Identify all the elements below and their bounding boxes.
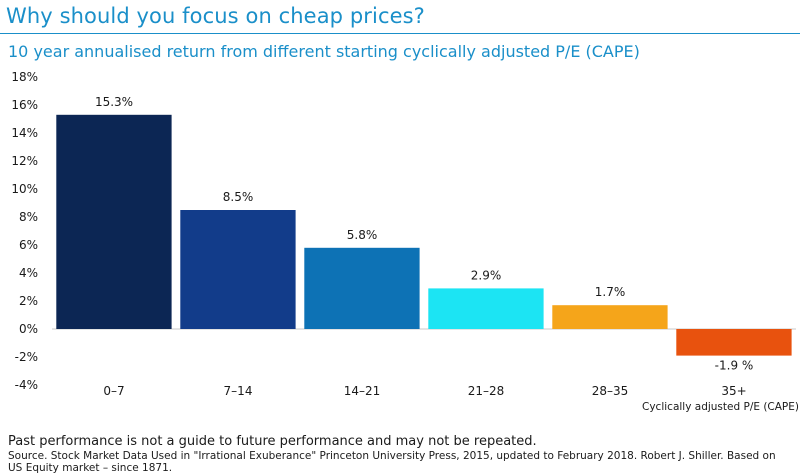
y-tick-label: 8% bbox=[19, 210, 38, 224]
y-tick-label: 4% bbox=[19, 266, 38, 280]
disclaimer-note: Past performance is not a guide to futur… bbox=[8, 434, 537, 449]
x-axis-label: Cyclically adjusted P/E (CAPE) bbox=[642, 401, 799, 413]
data-label: 5.8% bbox=[347, 228, 378, 242]
category-label: 35+ bbox=[721, 384, 746, 398]
bar bbox=[180, 210, 296, 329]
category-label: 7–14 bbox=[224, 384, 253, 398]
y-tick-label: -4% bbox=[15, 378, 38, 392]
y-axis-ticks: -4% -2% 0% 2% 4% 6% 8% 10% 12% 14% 16% 18% bbox=[11, 70, 38, 392]
y-tick-label: 0% bbox=[19, 322, 38, 336]
category-label: 21–28 bbox=[468, 384, 505, 398]
bars bbox=[56, 114, 792, 356]
y-tick-label: 10% bbox=[11, 182, 38, 196]
y-tick-label: 12% bbox=[11, 154, 38, 168]
bar-chart: -4% -2% 0% 2% 4% 6% 8% 10% 12% 14% 16% 18% 15.3% 8.5… bbox=[11, 70, 799, 413]
data-label: 1.7% bbox=[595, 285, 626, 299]
source-note: Source. Stock Market Data Used in "Irrat… bbox=[8, 450, 776, 474]
chart-subtitle: 10 year annualised return from different… bbox=[8, 42, 640, 61]
category-labels: 0–7 7–14 14–21 21–28 28–35 35+ bbox=[103, 384, 746, 398]
bar bbox=[676, 329, 792, 356]
bar bbox=[304, 247, 420, 329]
y-tick-label: -2% bbox=[15, 350, 38, 364]
y-tick-label: 6% bbox=[19, 238, 38, 252]
y-tick-label: 2% bbox=[19, 294, 38, 308]
y-tick-label: 14% bbox=[11, 126, 38, 140]
data-label: -1.9 % bbox=[715, 359, 754, 373]
chart-title: Why should you focus on cheap prices? bbox=[6, 4, 425, 28]
data-label: 15.3% bbox=[95, 95, 133, 109]
category-label: 28–35 bbox=[592, 384, 629, 398]
title-divider bbox=[0, 33, 800, 34]
data-label: 8.5% bbox=[223, 190, 254, 204]
category-label: 14–21 bbox=[344, 384, 381, 398]
category-label: 0–7 bbox=[103, 384, 124, 398]
bar bbox=[428, 288, 544, 329]
value-labels: 15.3% 8.5% 5.8% 2.9% 1.7% -1.9 % bbox=[95, 95, 753, 373]
y-tick-label: 18% bbox=[11, 70, 38, 84]
bar bbox=[56, 114, 172, 329]
data-label: 2.9% bbox=[471, 268, 502, 282]
bar bbox=[552, 305, 668, 329]
y-tick-label: 16% bbox=[11, 98, 38, 112]
